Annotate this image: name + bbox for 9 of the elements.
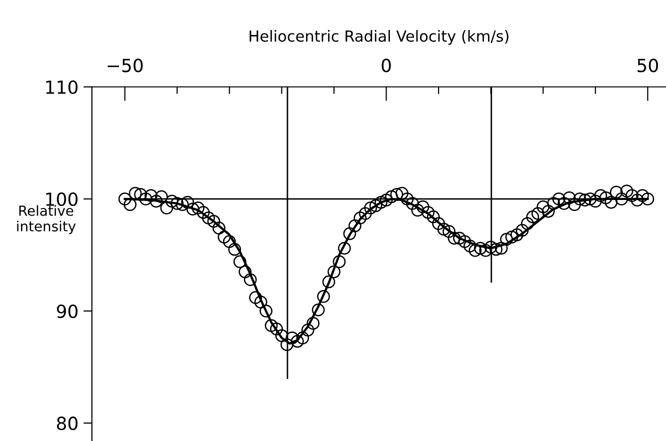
y-tick-label: 110 bbox=[46, 80, 78, 94]
x-tick-label: −50 bbox=[108, 58, 143, 72]
y-tick-label: 90 bbox=[56, 304, 78, 318]
x-tick-label: 0 bbox=[382, 58, 391, 72]
x-tick-label: 50 bbox=[638, 58, 658, 72]
y-tick-label: 80 bbox=[56, 416, 78, 430]
y-tick-label: 100 bbox=[46, 192, 78, 206]
x-axis-title: Heliocentric Radial Velocity (km/s) bbox=[250, 30, 508, 45]
y-axis-title: Relative intensity bbox=[17, 205, 76, 234]
